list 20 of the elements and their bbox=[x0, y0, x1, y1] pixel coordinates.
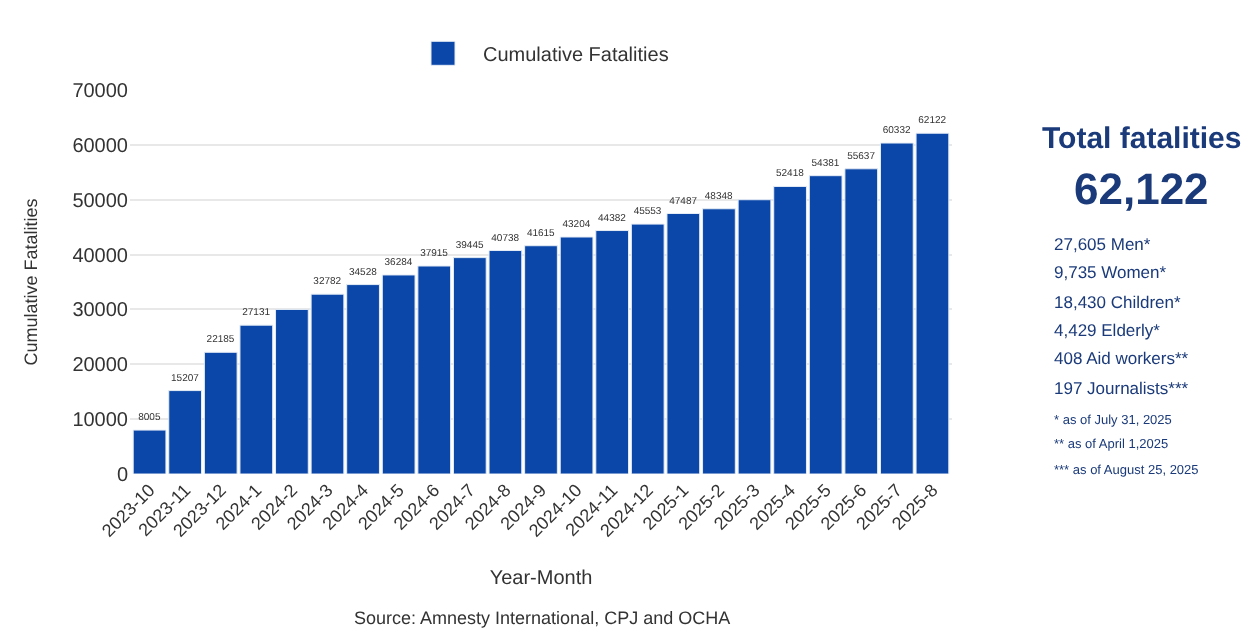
x-axis-title: Year-Month bbox=[489, 567, 593, 590]
source-note: Source: Amnesty International, CPJ and OCHA bbox=[354, 608, 731, 628]
y-tick-label: 60000 bbox=[72, 135, 129, 158]
y-axis-title: Cumulative Fatalities bbox=[21, 197, 42, 366]
text: 4,429 Elderly* bbox=[1054, 320, 1162, 340]
y-tick-label: 0 bbox=[116, 465, 129, 487]
y-tick-label: 50000 bbox=[72, 190, 129, 213]
y-tick-label: 40000 bbox=[72, 245, 129, 268]
y-tick-label: 20000 bbox=[72, 355, 129, 378]
y-tick-label: 30000 bbox=[72, 300, 129, 323]
text: 18,430 Children* bbox=[1054, 292, 1183, 312]
y-tick-label: 10000 bbox=[72, 410, 129, 433]
text: Total fatalities bbox=[1042, 122, 1242, 156]
legend-label: Cumulative Fatalities bbox=[483, 45, 669, 68]
text: 62,122 bbox=[1074, 164, 1209, 214]
y-tick-label: 70000 bbox=[72, 81, 129, 103]
text: 9,735 Women* bbox=[1054, 262, 1168, 282]
text: 197 Journalists*** bbox=[1054, 378, 1190, 398]
text: 27,605 Men* bbox=[1054, 234, 1152, 254]
text: 408 Aid workers** bbox=[1054, 348, 1190, 368]
